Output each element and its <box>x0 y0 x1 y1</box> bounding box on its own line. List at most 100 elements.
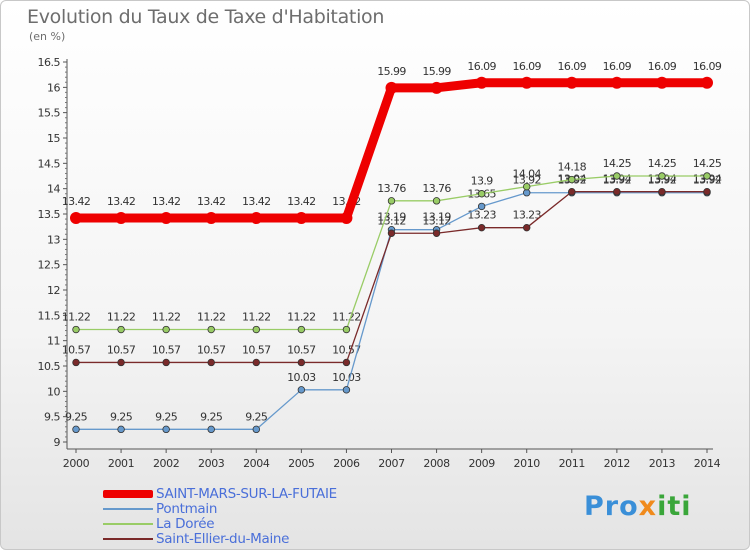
data-label: 14.25 <box>603 157 632 170</box>
y-tick-label: 12 <box>47 284 60 297</box>
x-tick-label: 2009 <box>468 457 495 470</box>
data-point <box>658 172 666 180</box>
data-point <box>117 425 125 434</box>
data-label: 11.22 <box>287 311 316 324</box>
data-point <box>162 358 170 367</box>
y-tick-label: 9.5 <box>44 411 60 424</box>
data-label: 13.42 <box>287 195 316 208</box>
data-point <box>477 202 486 211</box>
data-point <box>565 76 578 89</box>
data-label: 11.22 <box>107 311 136 324</box>
data-label: 9.25 <box>155 410 178 423</box>
data-label: 10.57 <box>197 343 226 356</box>
legend-swatch-saint-mars <box>103 490 153 498</box>
data-point <box>72 425 80 434</box>
data-label: 10.57 <box>62 343 91 356</box>
data-label: 10.03 <box>287 371 316 384</box>
data-label: 13.76 <box>422 182 451 195</box>
data-label: 14.25 <box>648 157 677 170</box>
data-point <box>340 212 353 225</box>
data-label: 15.99 <box>377 65 406 78</box>
data-point <box>385 81 398 94</box>
x-tick-label: 2008 <box>423 457 450 470</box>
x-tick-label: 2004 <box>243 457 270 470</box>
chart-unit-label: (en %) <box>29 30 66 43</box>
data-point <box>162 425 170 434</box>
data-label: 10.03 <box>332 371 361 384</box>
data-label: 9.25 <box>200 410 223 423</box>
series-3 <box>72 188 711 367</box>
data-point <box>297 325 306 334</box>
data-label: 13.9 <box>471 175 494 188</box>
data-label: 13.19 <box>422 211 451 224</box>
data-label: 11.22 <box>197 311 226 324</box>
data-point <box>207 358 215 367</box>
legend-label-pontmain: Pontmain <box>156 501 218 517</box>
data-label: 11.22 <box>332 311 361 324</box>
data-label: 13.42 <box>62 195 91 208</box>
data-point <box>430 81 443 94</box>
y-tick-label: 13 <box>47 233 60 246</box>
data-point <box>115 212 128 225</box>
data-label: 13.23 <box>467 209 496 222</box>
data-point <box>432 197 441 205</box>
data-point <box>297 358 306 367</box>
data-point <box>387 229 396 237</box>
x-tick-label: 2007 <box>378 457 405 470</box>
data-point <box>703 188 711 196</box>
y-tick-label: 12.5 <box>38 259 61 272</box>
legend-label-saint-ellier: Saint-Ellier-du-Maine <box>156 531 290 547</box>
y-tick-label: 15 <box>47 132 60 145</box>
data-label: 13.23 <box>512 209 541 222</box>
data-label: 13.12 <box>377 214 406 227</box>
data-label: 16.09 <box>558 60 587 73</box>
y-tick-label: 10 <box>47 385 60 398</box>
x-tick-label: 2002 <box>153 457 179 470</box>
axes: 9 9.5 10 10.5 11 11.5 12 12.5 13 13.5 14 14.5 15 15.5… <box>38 56 721 470</box>
data-point <box>72 358 80 367</box>
proxiti-logo: Proxiti <box>584 491 692 522</box>
data-point <box>568 175 576 184</box>
data-label: 15.99 <box>422 65 451 78</box>
y-tick-label: 14.5 <box>38 157 61 170</box>
data-label: 11.22 <box>62 311 91 324</box>
data-label: 13.92 <box>648 174 677 187</box>
data-point <box>342 358 351 367</box>
data-label: 14.25 <box>693 157 722 170</box>
x-tick-label: 2014 <box>694 457 721 470</box>
data-label: 13.92 <box>693 174 722 187</box>
data-point <box>613 172 621 180</box>
x-tick-label: 2012 <box>604 457 630 470</box>
data-label: 11.22 <box>242 311 271 324</box>
y-tick-label: 10.5 <box>38 360 61 373</box>
data-point <box>205 212 218 225</box>
data-point <box>520 76 533 89</box>
y-tick-label: 14 <box>47 183 60 196</box>
data-label: 9.25 <box>110 410 133 423</box>
data-point <box>342 386 351 394</box>
legend-label-la-doree: La Dorée <box>156 516 215 532</box>
data-point <box>432 229 441 237</box>
legend-label-saint-mars: SAINT-MARS-SUR-LA-FUTAIE <box>156 486 337 502</box>
data-point <box>523 189 531 197</box>
data-label: 13.42 <box>242 195 271 208</box>
data-point <box>117 358 125 367</box>
data-point <box>252 425 260 434</box>
data-label: 10.57 <box>107 343 136 356</box>
y-tick-label: 16 <box>47 81 60 94</box>
data-point <box>658 188 666 196</box>
data-point <box>162 325 170 334</box>
data-point <box>477 223 486 232</box>
legend-swatch-saint-ellier <box>103 538 153 540</box>
data-point <box>252 358 260 367</box>
data-point <box>613 188 621 196</box>
data-label: 14.18 <box>558 161 587 174</box>
data-label: 10.57 <box>242 343 271 356</box>
data-label: 9.25 <box>65 410 88 423</box>
data-point <box>568 188 576 196</box>
x-tick-label: 2010 <box>514 457 541 470</box>
chart-title: Evolution du Taux de Taxe d'Habitation <box>27 6 385 28</box>
data-label: 10.57 <box>152 343 181 356</box>
